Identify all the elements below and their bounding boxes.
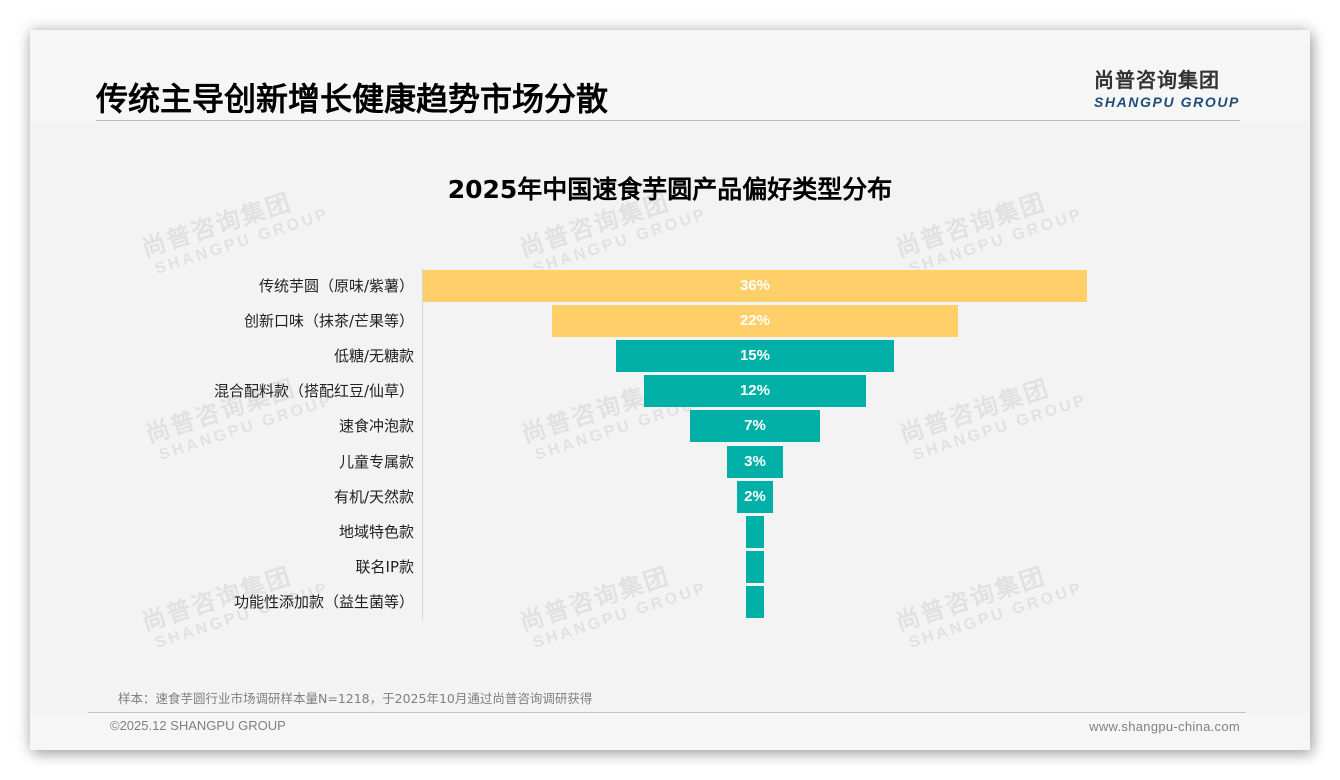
funnel-bar: 22% — [551, 305, 959, 338]
funnel-bar — [745, 550, 765, 583]
funnel-row: 地域特色款 — [30, 515, 1310, 548]
slide: 传统主导创新增长健康趋势市场分散 尚普咨询集团 SHANGPU GROUP 尚普… — [30, 30, 1310, 750]
website-link[interactable]: www.shangpu-china.com — [1089, 719, 1240, 734]
category-label: 创新口味（抹茶/芒果等） — [243, 312, 414, 331]
funnel-bar: 3% — [727, 445, 783, 478]
funnel-row: 混合配料款（搭配红豆/仙草） 12% — [30, 375, 1310, 408]
funnel-bar: 15% — [616, 340, 894, 373]
category-label: 速食冲泡款 — [338, 417, 414, 436]
category-label: 传统芋圆（原味/紫薯） — [258, 277, 414, 295]
funnel-row: 儿童专属款 3% — [30, 445, 1310, 478]
funnel-row: 创新口味（抹茶/芒果等） 22% — [30, 305, 1310, 338]
header-band — [30, 30, 1310, 122]
title-divider — [96, 120, 1240, 121]
funnel-row: 有机/天然款 2% — [30, 480, 1310, 513]
page-title: 传统主导创新增长健康趋势市场分散 — [96, 80, 609, 118]
category-label: 功能性添加款（益生菌等） — [233, 592, 414, 611]
chart-title: 2025年中国速食芋圆产品偏好类型分布 — [447, 175, 893, 204]
funnel-row: 功能性添加款（益生菌等） — [30, 585, 1310, 618]
company-logo: 尚普咨询集团 SHANGPU GROUP — [1094, 64, 1240, 110]
category-label: 地域特色款 — [338, 522, 414, 541]
funnel-bar: 7% — [690, 410, 820, 443]
funnel-row: 低糖/无糖款 15% — [30, 340, 1310, 373]
funnel-bar — [745, 515, 765, 548]
category-label: 儿童专属款 — [338, 452, 414, 471]
footer-divider — [88, 712, 1246, 713]
funnel-bar: 12% — [644, 375, 866, 408]
category-label: 混合配料款（搭配红豆/仙草） — [213, 382, 414, 401]
category-label: 联名IP款 — [355, 557, 414, 576]
category-axis-line — [422, 268, 423, 620]
sample-note: 样本：速食芋圆行业市场调研样本量N=1218，于2025年10月通过尚普咨询调研… — [118, 691, 593, 706]
logo-en-text: SHANGPU GROUP — [1093, 94, 1240, 110]
footer-band — [30, 713, 1310, 750]
funnel-bar: 36% — [422, 270, 1088, 302]
copyright-text: ©2025.12 SHANGPU GROUP — [110, 718, 286, 733]
funnel-row: 联名IP款 — [30, 550, 1310, 583]
category-label: 低糖/无糖款 — [333, 347, 414, 366]
funnel-row: 速食冲泡款 7% — [30, 410, 1310, 443]
funnel-row: 传统芋圆（原味/紫薯） 36% — [30, 270, 1310, 302]
category-label: 有机/天然款 — [333, 487, 414, 506]
funnel-bar — [745, 585, 765, 618]
funnel-bar: 2% — [736, 480, 774, 513]
logo-cn-text: 尚普咨询集团 — [1093, 68, 1220, 92]
